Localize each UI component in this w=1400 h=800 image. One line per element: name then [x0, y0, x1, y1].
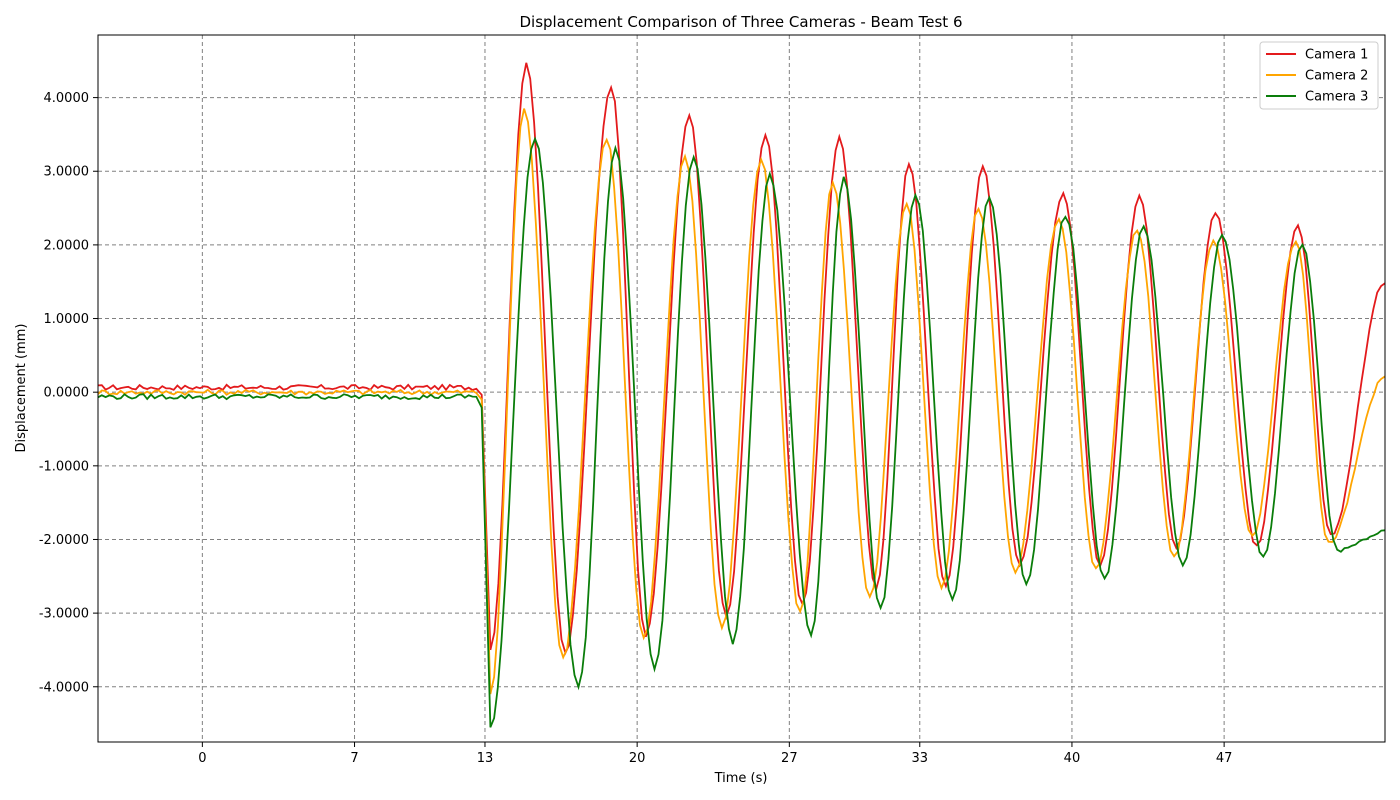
y-tick-label: -4.0000 [39, 680, 89, 695]
y-axis-label: Displacement (mm) [14, 324, 29, 453]
series-line-camera-1 [98, 62, 1385, 656]
y-axis-ticks: -4.0000 -3.0000 -2.0000 -1.0000 0.0000 1.0000… [39, 91, 98, 695]
x-tick-label: 33 [911, 751, 928, 766]
legend-label: Camera 2 [1305, 69, 1368, 84]
y-tick-label: -1.0000 [39, 459, 89, 474]
x-axis-label: Time (s) [714, 771, 768, 786]
plot-frame [97, 34, 1386, 743]
y-tick-label: 1.0000 [44, 312, 90, 327]
legend-label: Camera 3 [1305, 90, 1368, 105]
x-tick-label: 47 [1216, 751, 1233, 766]
series-lines [98, 62, 1385, 728]
x-tick-label: 13 [477, 751, 494, 766]
chart-title: Displacement Comparison of Three Cameras… [520, 13, 963, 31]
y-tick-label: 2.0000 [44, 238, 90, 253]
x-tick-label: 0 [198, 751, 206, 766]
x-tick-label: 27 [781, 751, 798, 766]
grid [98, 35, 1385, 742]
y-tick-label: 0.0000 [44, 386, 90, 401]
x-axis-ticks: 0 7 13 20 27 33 40 47 [198, 742, 1232, 766]
y-tick-label: 3.0000 [44, 165, 90, 180]
legend: Camera 1 Camera 2 Camera 3 [1259, 41, 1379, 110]
x-tick-label: 40 [1064, 751, 1081, 766]
y-tick-label: -3.0000 [39, 607, 89, 622]
legend-box [1259, 41, 1379, 110]
series-line-camera-3 [98, 136, 1385, 728]
y-tick-label: -2.0000 [39, 533, 89, 548]
series-line-camera-2 [98, 108, 1385, 695]
x-tick-label: 20 [629, 751, 646, 766]
x-tick-label: 7 [350, 751, 358, 766]
y-tick-label: 4.0000 [44, 91, 90, 106]
legend-label: Camera 1 [1305, 48, 1368, 63]
